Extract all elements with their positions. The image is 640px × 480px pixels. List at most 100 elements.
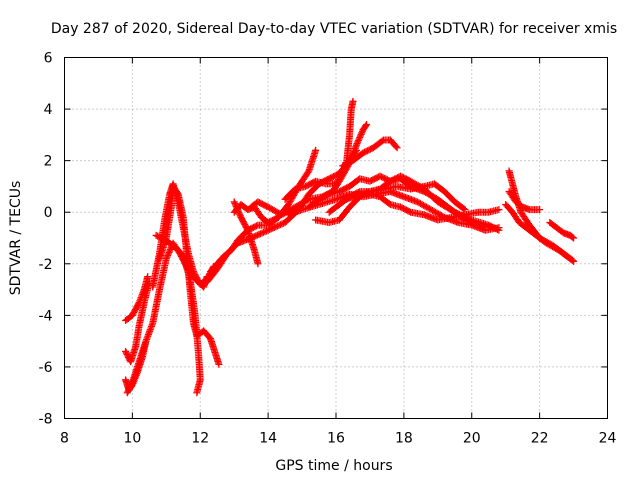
data-point — [461, 206, 469, 214]
y-tick-label: -6 — [39, 360, 53, 376]
series-track-19 — [312, 180, 469, 227]
data-point — [193, 389, 201, 397]
data-point — [363, 121, 371, 129]
data-point — [273, 222, 281, 230]
data-point — [166, 245, 174, 253]
data-point — [253, 231, 261, 239]
data-point — [364, 188, 372, 196]
axis-ticks — [64, 57, 608, 419]
data-point — [536, 206, 544, 214]
data-point — [259, 228, 267, 236]
data-point — [263, 227, 271, 235]
data-point — [256, 230, 264, 238]
data-point — [164, 250, 172, 258]
data-point — [353, 140, 361, 148]
data-point — [134, 300, 142, 308]
data-point — [236, 210, 244, 218]
data-point — [495, 206, 503, 214]
data-point — [392, 142, 400, 150]
data-point — [252, 232, 260, 240]
data-point — [352, 141, 360, 149]
series-track-21 — [502, 200, 578, 265]
series-track-16 — [339, 136, 401, 170]
data-point — [261, 228, 269, 236]
data-point — [164, 252, 172, 260]
y-axis-label: SDTVAR / TECUs — [8, 181, 24, 296]
data-marks — [122, 97, 578, 397]
data-point — [354, 138, 362, 146]
data-point — [266, 226, 274, 234]
y-tick-label: -4 — [39, 308, 53, 324]
data-point — [570, 257, 578, 265]
data-point — [272, 223, 280, 231]
data-point — [215, 360, 223, 368]
series-track-7 — [152, 231, 204, 397]
data-point — [354, 137, 362, 145]
data-point — [165, 248, 173, 256]
data-point — [312, 146, 320, 154]
data-point — [232, 203, 240, 211]
x-tick-label: 14 — [259, 431, 277, 447]
x-tick-label: 18 — [395, 431, 413, 447]
x-axis-label: GPS time / hours — [275, 458, 392, 474]
data-point — [324, 191, 332, 199]
data-point — [166, 247, 174, 255]
data-point — [362, 122, 370, 130]
y-tick-labels: -8 -6 -4 -2 0 2 4 6 — [39, 51, 53, 428]
x-tick-label: 22 — [531, 431, 549, 447]
data-point — [568, 256, 576, 264]
data-point — [355, 135, 363, 143]
data-point — [405, 207, 413, 215]
grid — [64, 57, 608, 419]
x-tick-label: 12 — [191, 431, 209, 447]
data-point — [233, 204, 241, 212]
x-tick-label: 20 — [463, 431, 481, 447]
data-point — [349, 97, 357, 105]
data-point — [267, 225, 275, 233]
data-point — [356, 132, 364, 140]
series-track-23 — [546, 219, 578, 242]
y-tick-label: 6 — [44, 51, 53, 67]
data-point — [243, 225, 251, 233]
data-point — [278, 220, 286, 228]
data-point — [275, 221, 283, 229]
data-point — [163, 253, 171, 261]
y-tick-label: -2 — [39, 257, 53, 273]
series-track-3 — [122, 273, 152, 325]
y-tick-label: 4 — [44, 102, 53, 118]
series-track-11 — [230, 198, 262, 268]
data-point — [269, 224, 277, 232]
x-tick-label: 10 — [123, 431, 141, 447]
data-point — [460, 205, 468, 213]
data-point — [255, 230, 263, 238]
data-point — [128, 380, 136, 388]
data-point — [234, 207, 242, 215]
data-point — [231, 199, 239, 207]
data-point — [276, 221, 284, 229]
series-track-22 — [505, 188, 544, 214]
data-point — [230, 198, 238, 206]
data-point — [570, 234, 578, 242]
data-point — [304, 168, 312, 176]
data-point — [235, 209, 243, 217]
chart-title: Day 287 of 2020, Sidereal Day-to-day VTE… — [51, 21, 617, 37]
data-point — [144, 273, 152, 281]
y-tick-label: 0 — [44, 205, 53, 221]
data-point — [439, 213, 447, 221]
data-point — [270, 223, 278, 231]
x-tick-label: 16 — [327, 431, 345, 447]
data-point — [234, 206, 242, 214]
data-point — [252, 222, 260, 230]
data-point — [162, 255, 170, 263]
series-track-18 — [284, 188, 503, 234]
data-point — [258, 229, 266, 237]
data-point — [356, 133, 364, 141]
x-tick-label: 24 — [599, 431, 617, 447]
data-point — [264, 226, 272, 234]
data-point — [358, 129, 366, 137]
data-point — [495, 224, 503, 232]
data-point — [568, 233, 576, 241]
x-tick-label: 8 — [60, 431, 69, 447]
data-point — [393, 144, 401, 152]
